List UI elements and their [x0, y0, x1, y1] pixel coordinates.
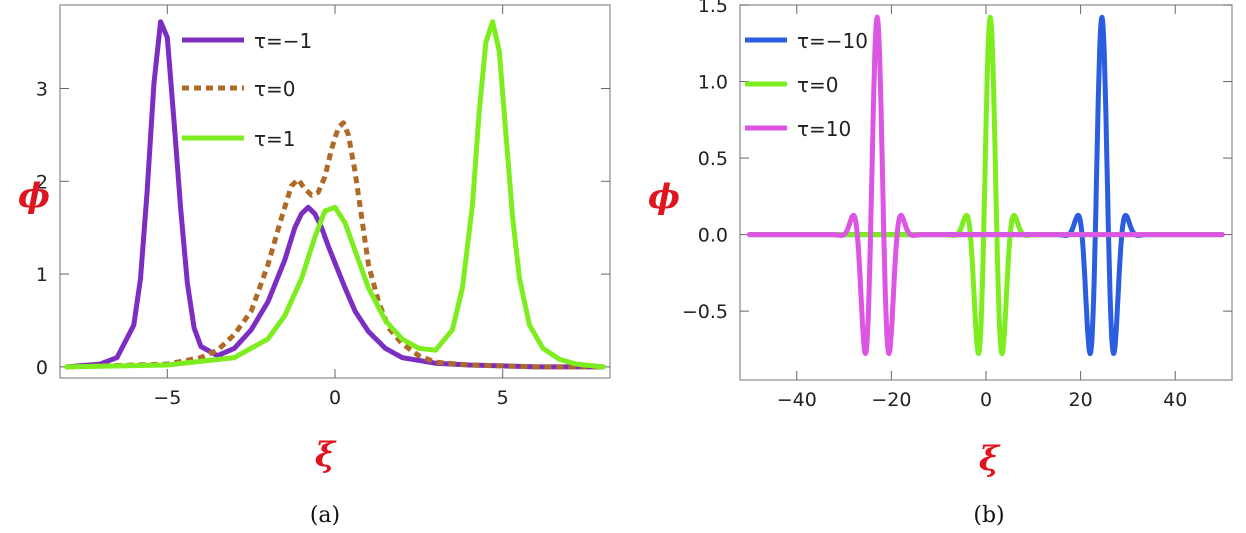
legend-label-tauminusminus1: τ=−1 — [254, 29, 312, 53]
panel-b-x-label: ξ — [979, 439, 1001, 479]
legend-label-tauminus0: τ=0 — [797, 73, 839, 97]
b-y-tick-label: 1.0 — [698, 72, 728, 94]
a-y-tick-label: 0 — [36, 357, 48, 379]
panel-b-y-label: ϕ — [648, 177, 680, 217]
panel-a-ticks: −5 0 5 0 1 2 3 — [36, 5, 610, 409]
panel-a-y-label: ϕ — [18, 176, 50, 216]
panel-a-legend: τ=−1 τ=0 τ=1 — [182, 29, 312, 151]
b-x-tick-label: −20 — [871, 389, 911, 411]
panel-a: −5 0 5 0 1 2 3 τ=−1 τ=0 τ=1 ϕ ξ (a) — [18, 4, 611, 528]
panel-b: −40 −20 0 20 40 −0.5 0.0 0.5 1.0 1.5 τ=−10 τ=0 τ=10… — [648, 0, 1233, 528]
legend-label-tauminus0: τ=0 — [254, 77, 296, 101]
a-y-tick-label: 1 — [36, 264, 48, 286]
series-line-tauminus0 — [66, 120, 604, 370]
panel-b-ticks: −40 −20 0 20 40 −0.5 0.0 0.5 1.0 1.5 — [682, 0, 1232, 411]
legend-label-tauminus10: τ=10 — [797, 117, 851, 141]
series-line-tauminusminus1 — [64, 19, 606, 370]
a-x-tick-label: 0 — [329, 387, 341, 409]
series-line-tauminus10 — [747, 14, 1225, 356]
panel-a-x-label: ξ — [315, 435, 337, 475]
b-y-tick-label: 0.0 — [698, 225, 728, 247]
a-x-tick-label: 5 — [497, 387, 509, 409]
legend-label-tauminus1: τ=1 — [254, 127, 296, 151]
panel-b-series — [747, 14, 1225, 357]
a-y-tick-label: 3 — [36, 79, 48, 101]
panel-a-caption: (a) — [310, 503, 340, 528]
b-y-tick-label: −0.5 — [682, 301, 728, 323]
a-x-tick-label: −5 — [153, 387, 181, 409]
panel-a-series — [64, 19, 606, 370]
b-x-tick-label: −40 — [777, 389, 817, 411]
panel-b-legend: τ=−10 τ=0 τ=10 — [745, 29, 868, 141]
b-y-tick-label: 1.5 — [698, 0, 728, 17]
legend-label-tauminusminus10: τ=−10 — [797, 29, 868, 53]
a-y-tick-label: 2 — [36, 171, 48, 193]
panel-b-caption: (b) — [973, 503, 1004, 528]
b-x-tick-label: 40 — [1163, 389, 1187, 411]
series-line-tauminus1 — [64, 19, 606, 370]
series-line-tauminus0 — [747, 14, 1225, 357]
b-x-tick-label: 0 — [980, 389, 992, 411]
b-y-tick-label: 0.5 — [698, 148, 728, 170]
b-x-tick-label: 20 — [1069, 389, 1093, 411]
